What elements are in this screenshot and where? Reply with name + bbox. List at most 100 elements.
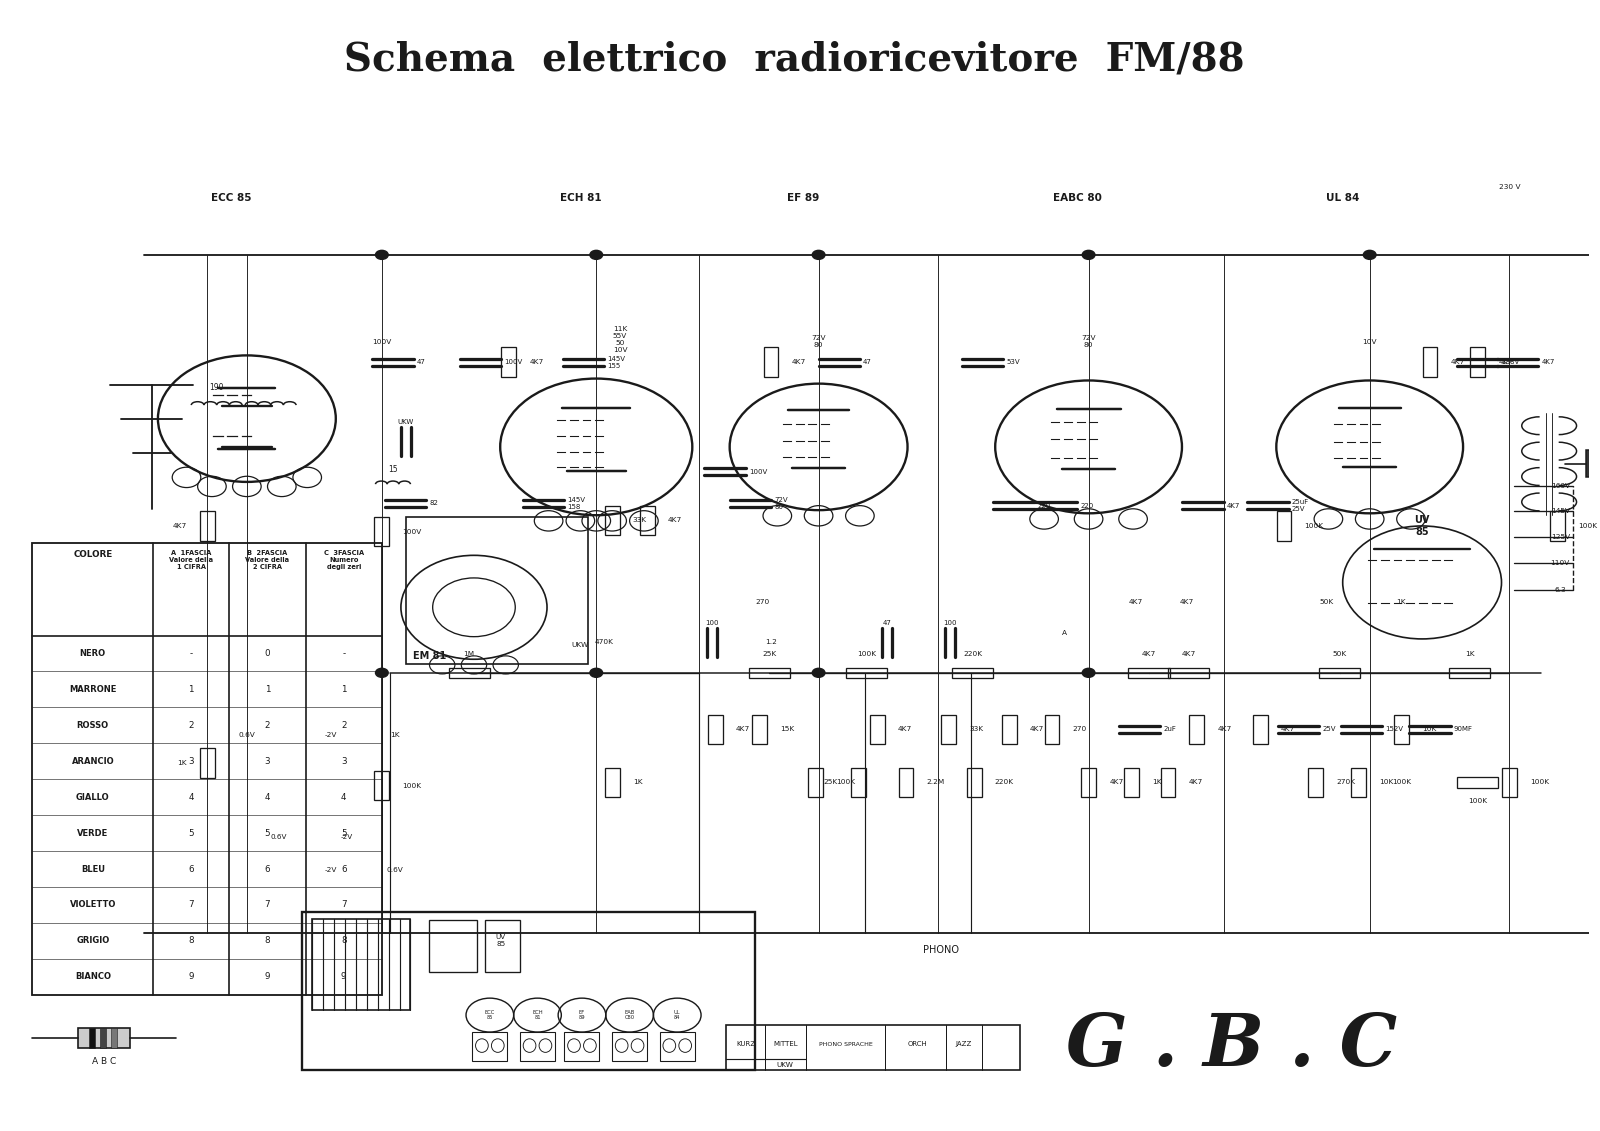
Bar [845,667,886,679]
Text: 33K: 33K [970,726,984,732]
Text: 2: 2 [264,720,270,729]
Text: 15K: 15K [781,726,795,732]
Bar [1422,347,1437,377]
Text: 0: 0 [264,649,270,658]
Text: ECH
81: ECH 81 [533,1010,542,1020]
Text: EABC 80: EABC 80 [1053,193,1102,204]
Bar [752,715,768,744]
Text: 47: 47 [862,360,872,365]
Bar [1253,715,1267,744]
Text: -: - [342,649,346,658]
Text: 270: 270 [1072,726,1086,732]
Text: 230 V: 230 V [1499,184,1520,190]
Text: 220K: 220K [995,779,1014,785]
Bar [32,543,382,995]
Text: 100K: 100K [1392,779,1411,785]
Text: ECC 85: ECC 85 [211,193,251,204]
Text: 1: 1 [341,685,347,694]
Text: 4K7: 4K7 [1142,651,1157,657]
Bar [726,1026,1021,1070]
Text: 190: 190 [210,382,224,391]
Circle shape [376,668,389,677]
Text: 270: 270 [755,598,770,605]
Bar [312,918,411,1010]
Bar [1125,768,1139,797]
Bar [90,1027,94,1047]
Text: 72V
80: 72V 80 [811,335,826,348]
Text: 6.3: 6.3 [1555,587,1566,594]
Text: 100: 100 [706,621,718,627]
Bar [613,1031,646,1061]
Text: 47: 47 [883,621,891,627]
Bar [485,921,520,973]
Text: B  2FASCIA
Valore della
2 CIFRA: B 2FASCIA Valore della 2 CIFRA [245,550,290,570]
Bar [200,511,214,541]
Text: GRIGIO: GRIGIO [77,936,109,946]
Bar [1160,768,1176,797]
Text: 100K: 100K [856,651,875,657]
Text: 11K
55V
50
10V: 11K 55V 50 10V [613,326,627,353]
Text: EF 89: EF 89 [787,193,819,204]
Bar [520,1031,555,1061]
Text: 7: 7 [189,900,194,909]
Bar [1350,768,1366,797]
Text: 4K7: 4K7 [1218,726,1232,732]
Bar [899,768,914,797]
Text: 3: 3 [189,757,194,766]
Text: 4K7: 4K7 [1280,726,1294,732]
Bar [966,768,982,797]
Text: 8: 8 [341,936,347,946]
Text: ARANCIO: ARANCIO [72,757,114,766]
Text: 25V: 25V [1322,726,1336,732]
Text: 9: 9 [341,973,347,982]
Bar [374,771,389,801]
Text: ECH 81: ECH 81 [560,193,602,204]
Text: ORCH: ORCH [907,1042,926,1047]
Text: A  1FASCIA
Valore della
1 CIFRA: A 1FASCIA Valore della 1 CIFRA [170,550,213,570]
Text: BIANCO: BIANCO [75,973,110,982]
Circle shape [813,250,826,259]
Text: 2: 2 [189,720,194,729]
Text: 47: 47 [416,360,426,365]
Text: 100K: 100K [837,779,854,785]
Bar [448,667,490,679]
Bar [1189,715,1205,744]
Text: UKW: UKW [397,420,414,425]
Text: 10K: 10K [1379,779,1394,785]
Text: A B C: A B C [91,1056,117,1065]
Text: 145V
158: 145V 158 [568,497,586,510]
Text: 4K7: 4K7 [736,726,750,732]
Bar [1277,511,1291,541]
Text: Schema  elettrico  radioricevitore  FM/88: Schema elettrico radioricevitore FM/88 [344,41,1245,78]
Text: UKW: UKW [571,641,589,648]
Text: 25K: 25K [824,779,838,785]
Text: UL 84: UL 84 [1326,193,1360,204]
Text: 4K7: 4K7 [1109,779,1123,785]
Text: 220: 220 [1038,502,1051,509]
Bar [501,347,517,377]
Text: 4K7: 4K7 [530,360,544,365]
Circle shape [590,250,603,259]
Text: 4K7: 4K7 [1181,651,1195,657]
Text: 9: 9 [189,973,194,982]
Text: 152V: 152V [1386,726,1403,732]
Text: -2V: -2V [325,732,338,737]
Text: 100K: 100K [403,783,422,788]
Bar [1318,667,1360,679]
Text: JAZZ: JAZZ [955,1042,971,1047]
Bar [1128,667,1170,679]
Text: PHONO: PHONO [923,944,958,955]
Text: 4K7: 4K7 [1189,779,1203,785]
Bar [605,506,619,535]
Bar [1502,768,1517,797]
Text: 470K: 470K [595,639,614,646]
Text: 125V: 125V [1550,534,1570,541]
Text: 0.6V: 0.6V [270,834,286,839]
Bar [941,715,957,744]
Text: 100K: 100K [1578,523,1597,529]
Text: 145V: 145V [1550,508,1570,515]
Bar [707,715,723,744]
Bar [374,517,389,546]
Text: 50K: 50K [1320,598,1334,605]
Bar [1082,768,1096,797]
